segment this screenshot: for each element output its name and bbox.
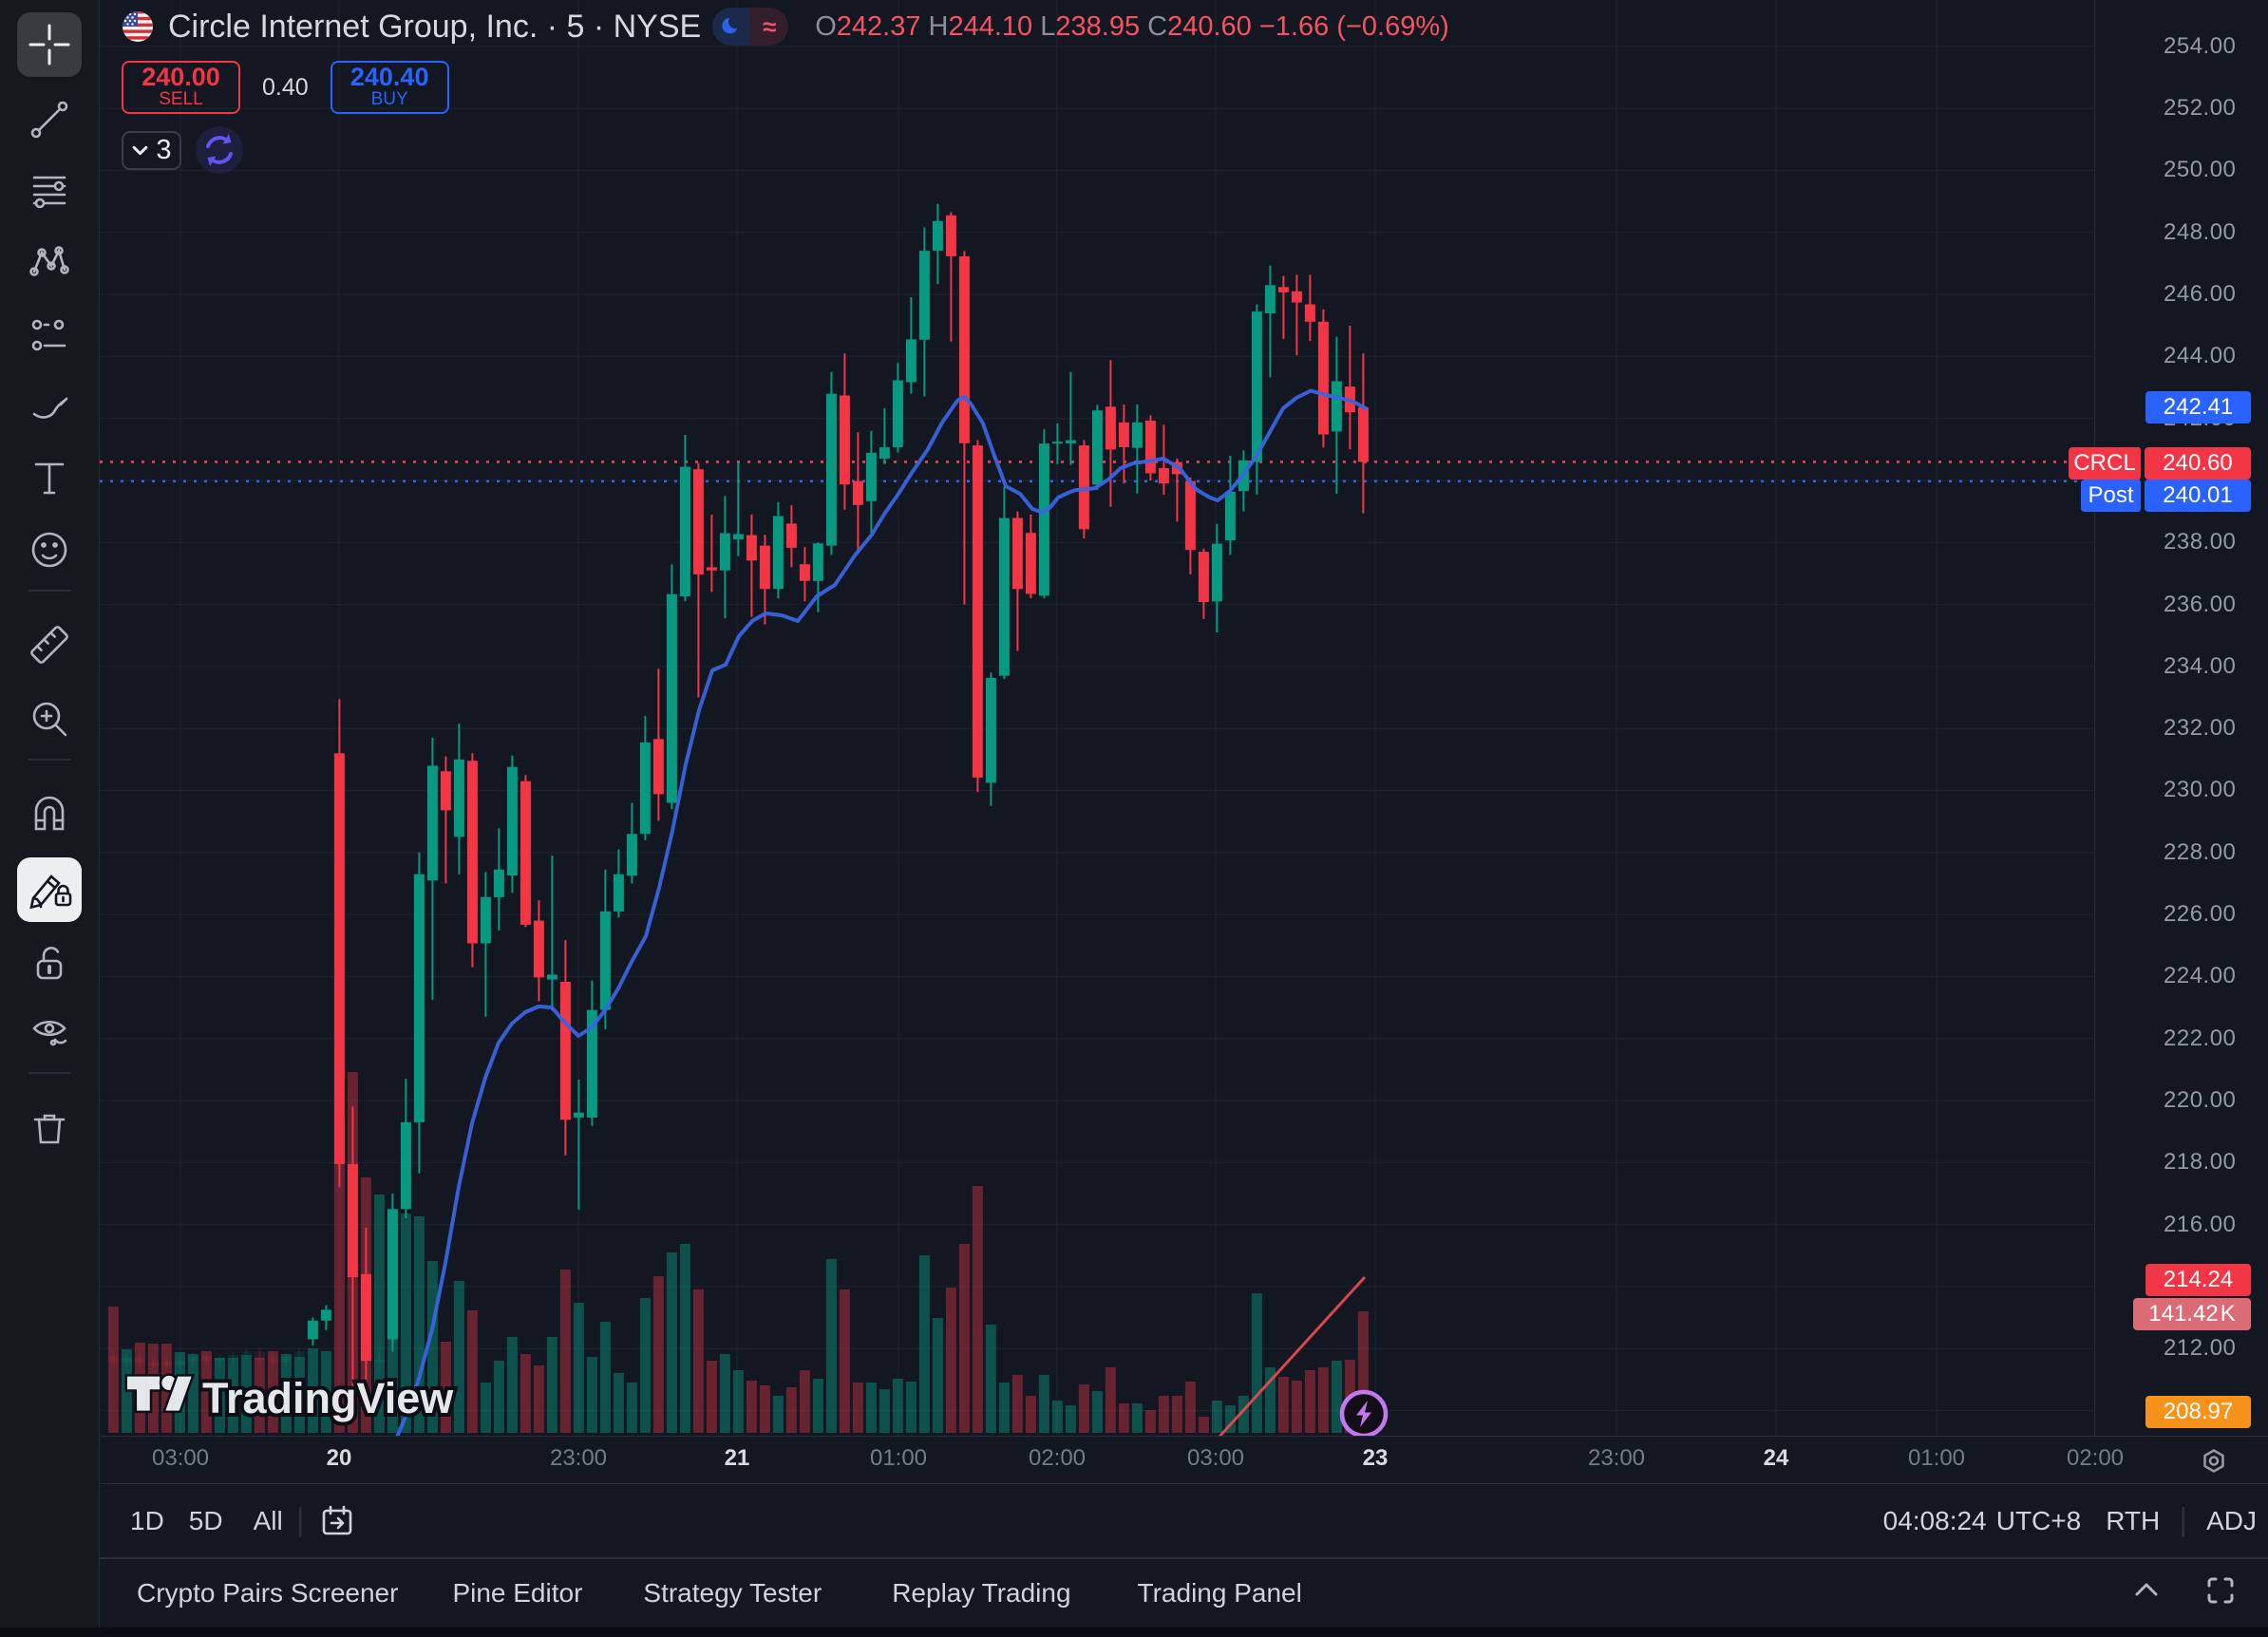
- svg-text:TradingView: TradingView: [202, 1374, 454, 1422]
